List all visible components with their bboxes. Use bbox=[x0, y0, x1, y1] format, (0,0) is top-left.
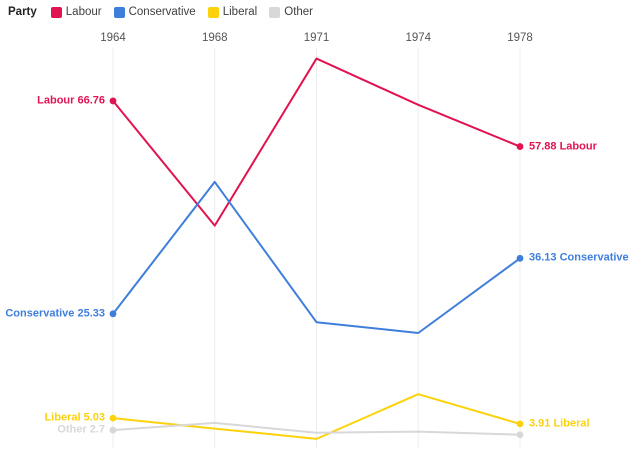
end-label-conservative: 36.13 Conservative bbox=[529, 251, 629, 264]
series-line-other bbox=[112, 421, 521, 436]
end-label-labour: 57.88 Labour bbox=[529, 140, 597, 153]
start-label-conservative: Conservative 25.33 bbox=[5, 307, 105, 320]
series-line-labour bbox=[112, 57, 521, 227]
legend-label-conservative: Conservative bbox=[128, 6, 196, 18]
point-conservative-end bbox=[516, 254, 524, 262]
legend-label-liberal: Liberal bbox=[222, 6, 258, 18]
legend-items: Labour Conservative Liberal Other bbox=[50, 6, 313, 18]
point-other-start bbox=[109, 426, 117, 434]
start-label-other: Other 2.7 bbox=[57, 423, 105, 436]
point-liberal-start bbox=[109, 414, 117, 422]
start-label-liberal: Liberal 5.03 bbox=[44, 411, 105, 424]
point-other-end bbox=[516, 431, 524, 439]
end-label-liberal: 3.91 Liberal bbox=[529, 417, 590, 430]
legend-swatch-liberal bbox=[207, 6, 219, 18]
point-liberal-end bbox=[516, 420, 524, 428]
legend-swatch-labour bbox=[50, 6, 62, 18]
x-tick-1974: 1974 bbox=[405, 32, 431, 44]
legend-label-labour: Labour bbox=[65, 6, 102, 18]
chart-legend: Party Labour Conservative Liberal Other bbox=[8, 6, 313, 18]
point-labour-start bbox=[109, 97, 117, 105]
point-conservative-start bbox=[109, 310, 117, 318]
legend-item-conservative[interactable]: Conservative bbox=[113, 6, 196, 18]
legend-title: Party bbox=[8, 6, 37, 18]
point-labour-end bbox=[516, 143, 524, 150]
x-tick-1978: 1978 bbox=[507, 32, 533, 44]
legend-swatch-conservative bbox=[113, 6, 125, 18]
series-line-conservative bbox=[112, 180, 521, 334]
x-tick-1968: 1968 bbox=[202, 32, 228, 44]
start-label-labour: Labour 66.76 bbox=[37, 94, 105, 107]
x-tick-1971: 1971 bbox=[304, 32, 330, 44]
x-tick-1964: 1964 bbox=[100, 32, 126, 44]
legend-item-labour[interactable]: Labour bbox=[50, 6, 102, 18]
legend-swatch-other bbox=[269, 6, 281, 18]
legend-label-other: Other bbox=[284, 6, 314, 18]
legend-item-other[interactable]: Other bbox=[269, 6, 313, 18]
legend-item-liberal[interactable]: Liberal bbox=[207, 6, 258, 18]
